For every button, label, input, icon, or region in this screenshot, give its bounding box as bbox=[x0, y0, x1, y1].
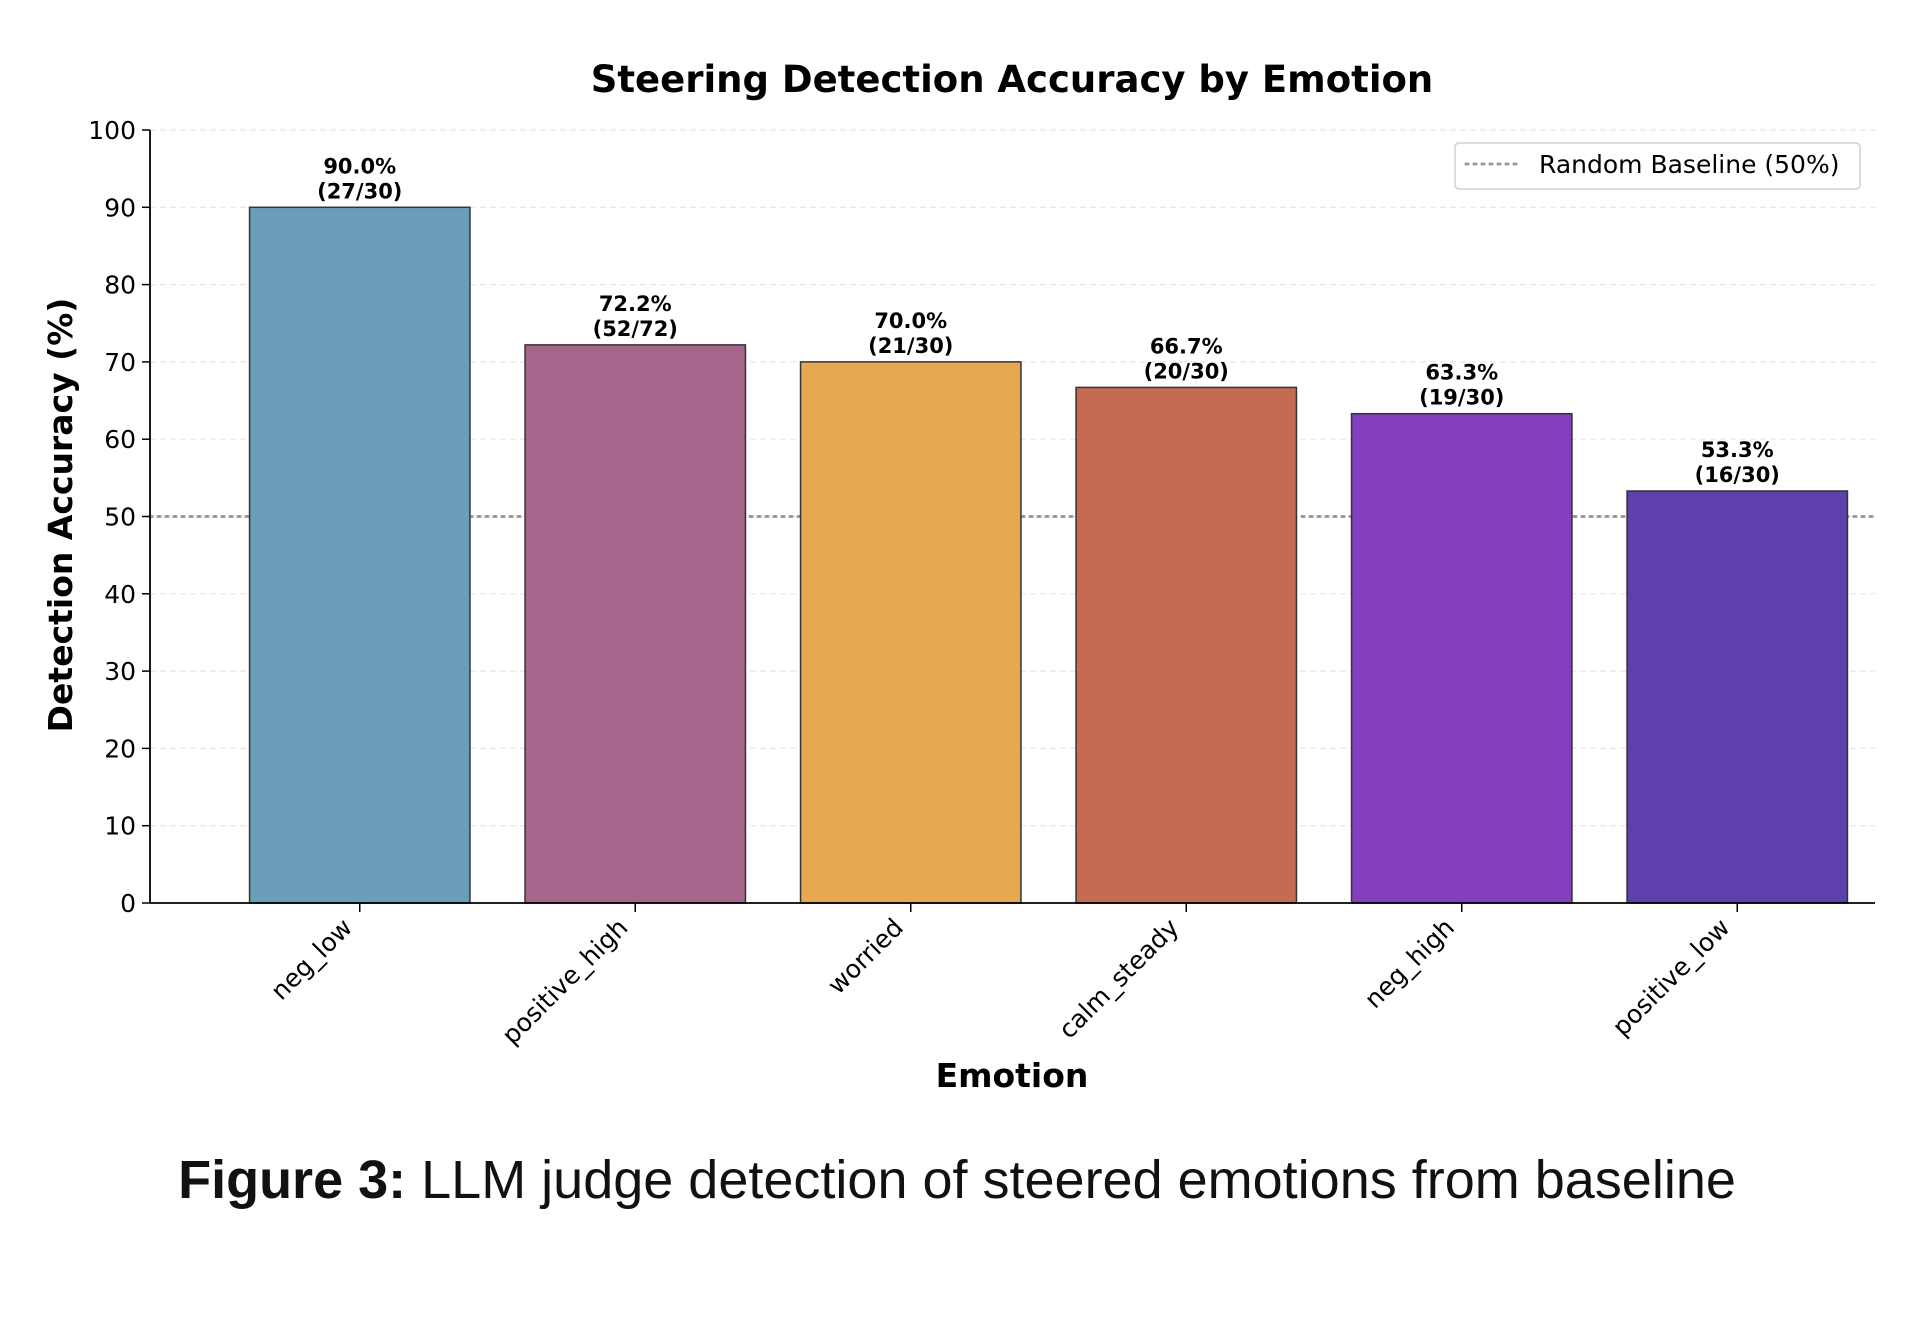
x-tick-label: positive_high bbox=[496, 913, 633, 1050]
legend: Random Baseline (50%) bbox=[1454, 142, 1861, 190]
bar-positive_high bbox=[524, 344, 747, 904]
y-tick-label: 20 bbox=[104, 734, 136, 763]
data-label-percent: 70.0% bbox=[874, 309, 947, 333]
chart-title: Steering Detection Accuracy by Emotion bbox=[591, 58, 1434, 101]
data-label-percent: 72.2% bbox=[599, 292, 672, 316]
figure-caption: Figure 3: LLM judge detection of steered… bbox=[0, 1140, 1914, 1220]
y-tick-label: 40 bbox=[104, 580, 136, 609]
data-label-count: (16/30) bbox=[1695, 463, 1780, 487]
data-label-count: (21/30) bbox=[868, 334, 953, 358]
legend-frame bbox=[1454, 142, 1861, 190]
legend-label: Random Baseline (50%) bbox=[1539, 150, 1839, 179]
x-tick-label: neg_low bbox=[265, 913, 358, 1006]
bar-worried bbox=[799, 361, 1022, 904]
x-tick-label: calm_steady bbox=[1053, 913, 1185, 1045]
x-ticks: neg_low positive_high worried calm_steady ne… bbox=[265, 903, 1738, 1050]
caption-text: LLM judge detection of steered emotions … bbox=[406, 1150, 1736, 1210]
data-label-percent: 63.3% bbox=[1425, 361, 1498, 385]
y-ticks: 0 10 20 30 40 50 60 70 80 90 100 bbox=[88, 116, 150, 918]
x-axis-label: Emotion bbox=[936, 1056, 1089, 1095]
data-label-count: (19/30) bbox=[1419, 386, 1504, 410]
data-labels: 90.0%(27/30) 72.2%(52/72) 70.0%(21/30) 66.7… bbox=[317, 154, 1780, 487]
data-label-count: (27/30) bbox=[317, 179, 402, 203]
bar-neg_low bbox=[248, 206, 471, 904]
y-tick-label: 30 bbox=[104, 657, 136, 686]
bar-calm_steady bbox=[1075, 386, 1298, 904]
x-tick-label: positive_low bbox=[1607, 913, 1736, 1042]
x-tick-label: neg_high bbox=[1359, 913, 1460, 1014]
chart: Steering Detection Accuracy by Emotion 9… bbox=[41, 58, 1877, 1095]
y-axis-label: Detection Accuracy (%) bbox=[41, 298, 80, 733]
bar-neg_high bbox=[1350, 412, 1573, 904]
bars bbox=[248, 206, 1849, 904]
y-tick-label: 70 bbox=[104, 348, 136, 377]
data-label-count: (52/72) bbox=[593, 317, 678, 341]
data-label-count: (20/30) bbox=[1144, 359, 1229, 383]
data-label-percent: 90.0% bbox=[323, 154, 396, 178]
x-tick-label: worried bbox=[822, 913, 909, 1000]
y-tick-label: 60 bbox=[104, 425, 136, 454]
figure-label: Figure 3: bbox=[178, 1150, 407, 1210]
y-tick-label: 90 bbox=[104, 193, 136, 222]
bar-positive_low bbox=[1626, 490, 1849, 904]
y-tick-label: 50 bbox=[104, 503, 136, 532]
data-label-percent: 66.7% bbox=[1150, 334, 1223, 358]
y-tick-label: 10 bbox=[104, 812, 136, 841]
data-label-percent: 53.3% bbox=[1701, 438, 1774, 462]
y-tick-label: 80 bbox=[104, 271, 136, 300]
y-tick-label: 100 bbox=[88, 116, 136, 145]
y-tick-label: 0 bbox=[120, 889, 136, 918]
